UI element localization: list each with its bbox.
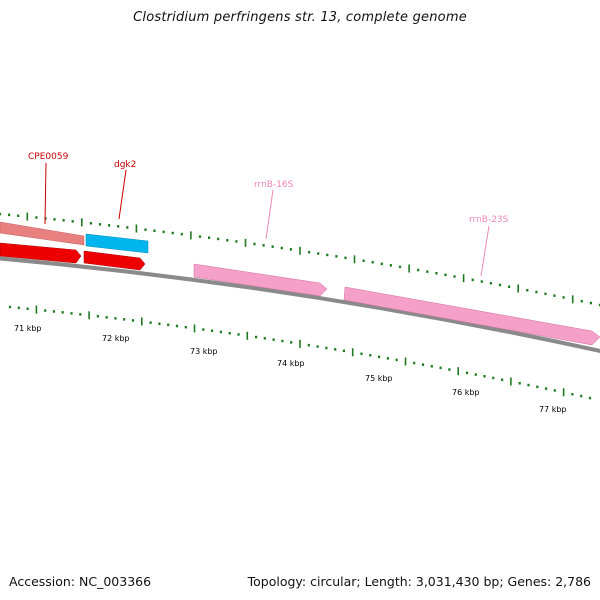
kbp-label-72: 72 kbp (102, 334, 130, 343)
lower-tick-row (8, 305, 592, 400)
kbp-label-74: 74 kbp (277, 359, 305, 368)
label-line-rrnb-16s (265, 189, 274, 240)
accession-text: Accession: NC_003366 (9, 574, 152, 589)
label-line-rrnb-23s (480, 225, 490, 277)
gene-label-rrnb-16s[interactable]: rrnB-16S (254, 180, 294, 190)
gene-label-cpe0059[interactable]: CPE0059 (28, 152, 69, 162)
gene-label-rrnb-23s[interactable]: rrnB-23S (469, 215, 509, 225)
gene-label-dgk2[interactable]: dgk2 (114, 160, 136, 170)
gene-dgk2-bar[interactable] (85, 233, 149, 254)
label-line-cpe0059 (44, 162, 47, 225)
genome-summary-text: Topology: circular; Length: 3,031,430 bp… (247, 574, 591, 589)
gene-rrnb-16s-arrow[interactable] (193, 263, 328, 297)
gene-cds-arrow-1[interactable] (0, 242, 82, 264)
gene-cpe0059-bar[interactable] (0, 221, 85, 246)
genome-backbone (0, 256, 600, 353)
gene-rrnb-23s-arrow[interactable] (343, 286, 600, 346)
kbp-label-73: 73 kbp (190, 347, 218, 356)
gene-cds-arrow-2[interactable] (83, 250, 146, 271)
upper-tick-row (0, 212, 600, 307)
kbp-label-76: 76 kbp (452, 388, 480, 397)
kbp-label-77: 77 kbp (539, 405, 567, 414)
label-line-dgk2 (118, 169, 127, 220)
kbp-label-75: 75 kbp (365, 374, 393, 383)
kbp-label-71: 71 kbp (14, 324, 42, 333)
genome-title: Clostridium perfringens str. 13, complet… (133, 10, 467, 25)
